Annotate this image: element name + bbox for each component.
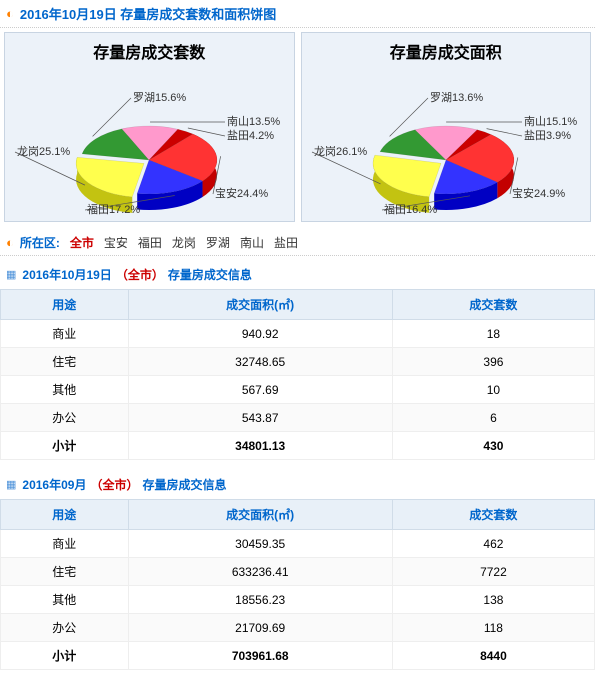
table-cell: 396 — [392, 348, 594, 376]
arrow-icon: ◐ — [6, 6, 14, 21]
table-row: 住宅32748.65396 — [1, 348, 595, 376]
table-row: 其他567.6910 — [1, 376, 595, 404]
table-total-row: 小计34801.13430 — [1, 432, 595, 460]
table-cell: 18556.23 — [128, 586, 392, 614]
table-cell: 住宅 — [1, 558, 129, 586]
data-table: 用途成交面积(㎡)成交套数商业940.9218住宅32748.65396其他56… — [0, 289, 595, 460]
svg-text:南山13.5%: 南山13.5% — [227, 115, 280, 128]
district-item[interactable]: 盐田 — [274, 234, 298, 251]
table-cell: 商业 — [1, 320, 129, 348]
district-item[interactable]: 罗湖 — [206, 234, 230, 251]
table-icon: ▦ — [6, 478, 16, 491]
svg-text:龙岗25.1%: 龙岗25.1% — [17, 145, 70, 158]
svg-text:盐田4.2%: 盐田4.2% — [227, 129, 274, 142]
table-cell: 其他 — [1, 376, 129, 404]
svg-text:盐田3.9%: 盐田3.9% — [524, 129, 571, 142]
district-item[interactable]: 宝安 — [104, 234, 128, 251]
district-item[interactable]: 福田 — [138, 234, 162, 251]
table-cell: 34801.13 — [128, 432, 392, 460]
table-cell: 633236.41 — [128, 558, 392, 586]
table-row: 办公543.876 — [1, 404, 595, 432]
district-item[interactable]: 龙岗 — [172, 234, 196, 251]
table-title-text: 存量房成交信息 — [168, 266, 252, 283]
table-cell: 703961.68 — [128, 642, 392, 670]
table-title-date: 2016年10月19日 — [22, 266, 111, 283]
table-cell: 小计 — [1, 432, 129, 460]
table-col-header: 用途 — [1, 500, 129, 530]
district-label: 所在区: — [20, 234, 60, 251]
tables-container: ▦2016年10月19日（全市）存量房成交信息用途成交面积(㎡)成交套数商业94… — [0, 262, 595, 670]
svg-text:福田17.2%: 福田17.2% — [87, 202, 140, 216]
table-total-row: 小计703961.688440 — [1, 642, 595, 670]
pie-chart-1: 存量房成交面积龙岗26.1% 罗湖13.6% 南山15.1%盐田3.9% 宝安24.9… — [301, 32, 592, 222]
table-header: ▦ 2016年09月（全市）存量房成交信息 — [0, 472, 595, 497]
table-cell: 小计 — [1, 642, 129, 670]
table-cell: 8440 — [392, 642, 594, 670]
table-cell: 567.69 — [128, 376, 392, 404]
table-row: 办公21709.69118 — [1, 614, 595, 642]
table-cell: 138 — [392, 586, 594, 614]
table-row: 住宅633236.417722 — [1, 558, 595, 586]
table-cell: 18 — [392, 320, 594, 348]
chart-title: 存量房成交面积 — [306, 39, 587, 63]
chart-title: 存量房成交套数 — [9, 39, 290, 63]
table-cell: 430 — [392, 432, 594, 460]
table-row: 商业30459.35462 — [1, 530, 595, 558]
pie-chart-0: 存量房成交套数龙岗25.1% 罗湖15.6% 南山13.5%盐田4.2% 宝安24.4… — [4, 32, 295, 222]
page-title: 2016年10月19日 存量房成交套数和面积饼图 — [20, 4, 276, 23]
table-cell: 32748.65 — [128, 348, 392, 376]
table-cell: 21709.69 — [128, 614, 392, 642]
table-cell: 118 — [392, 614, 594, 642]
table-row: 商业940.9218 — [1, 320, 595, 348]
svg-text:龙岗26.1%: 龙岗26.1% — [314, 145, 367, 158]
charts-row: 存量房成交套数龙岗25.1% 罗湖15.6% 南山13.5%盐田4.2% 宝安24.4… — [0, 32, 595, 222]
table-cell: 940.92 — [128, 320, 392, 348]
table-cell: 住宅 — [1, 348, 129, 376]
table-cell: 办公 — [1, 614, 129, 642]
table-cell: 543.87 — [128, 404, 392, 432]
table-col-header: 用途 — [1, 290, 129, 320]
table-cell: 其他 — [1, 586, 129, 614]
data-table: 用途成交面积(㎡)成交套数商业30459.35462住宅633236.41772… — [0, 499, 595, 670]
table-title-scope: （全市） — [90, 476, 138, 493]
district-item[interactable]: 全市 — [70, 234, 94, 251]
svg-text:罗湖13.6%: 罗湖13.6% — [430, 91, 483, 104]
district-item[interactable]: 南山 — [240, 234, 264, 251]
table-col-header: 成交套数 — [392, 500, 594, 530]
svg-text:宝安24.9%: 宝安24.9% — [512, 186, 565, 200]
table-row: 其他18556.23138 — [1, 586, 595, 614]
page-header: ◐ 2016年10月19日 存量房成交套数和面积饼图 — [0, 0, 595, 28]
table-cell: 462 — [392, 530, 594, 558]
svg-text:南山15.1%: 南山15.1% — [524, 115, 577, 128]
svg-text:宝安24.4%: 宝安24.4% — [215, 186, 268, 200]
table-title-date: 2016年09月 — [22, 476, 86, 493]
table-cell: 7722 — [392, 558, 594, 586]
table-cell: 6 — [392, 404, 594, 432]
table-icon: ▦ — [6, 268, 16, 281]
arrow-icon: ◐ — [6, 235, 14, 250]
district-row: ◐ 所在区: 全市宝安福田龙岗罗湖南山盐田 — [0, 230, 595, 256]
table-col-header: 成交面积(㎡) — [128, 500, 392, 530]
table-header: ▦ 2016年10月19日 （全市）存量房成交信息 — [0, 262, 595, 287]
table-col-header: 成交套数 — [392, 290, 594, 320]
svg-text:罗湖15.6%: 罗湖15.6% — [133, 91, 186, 104]
table-cell: 商业 — [1, 530, 129, 558]
table-cell: 30459.35 — [128, 530, 392, 558]
svg-text:福田16.4%: 福田16.4% — [384, 202, 437, 216]
table-cell: 10 — [392, 376, 594, 404]
table-cell: 办公 — [1, 404, 129, 432]
table-col-header: 成交面积(㎡) — [128, 290, 392, 320]
table-title-text: 存量房成交信息 — [142, 476, 226, 493]
table-title-scope: （全市） — [116, 266, 164, 283]
